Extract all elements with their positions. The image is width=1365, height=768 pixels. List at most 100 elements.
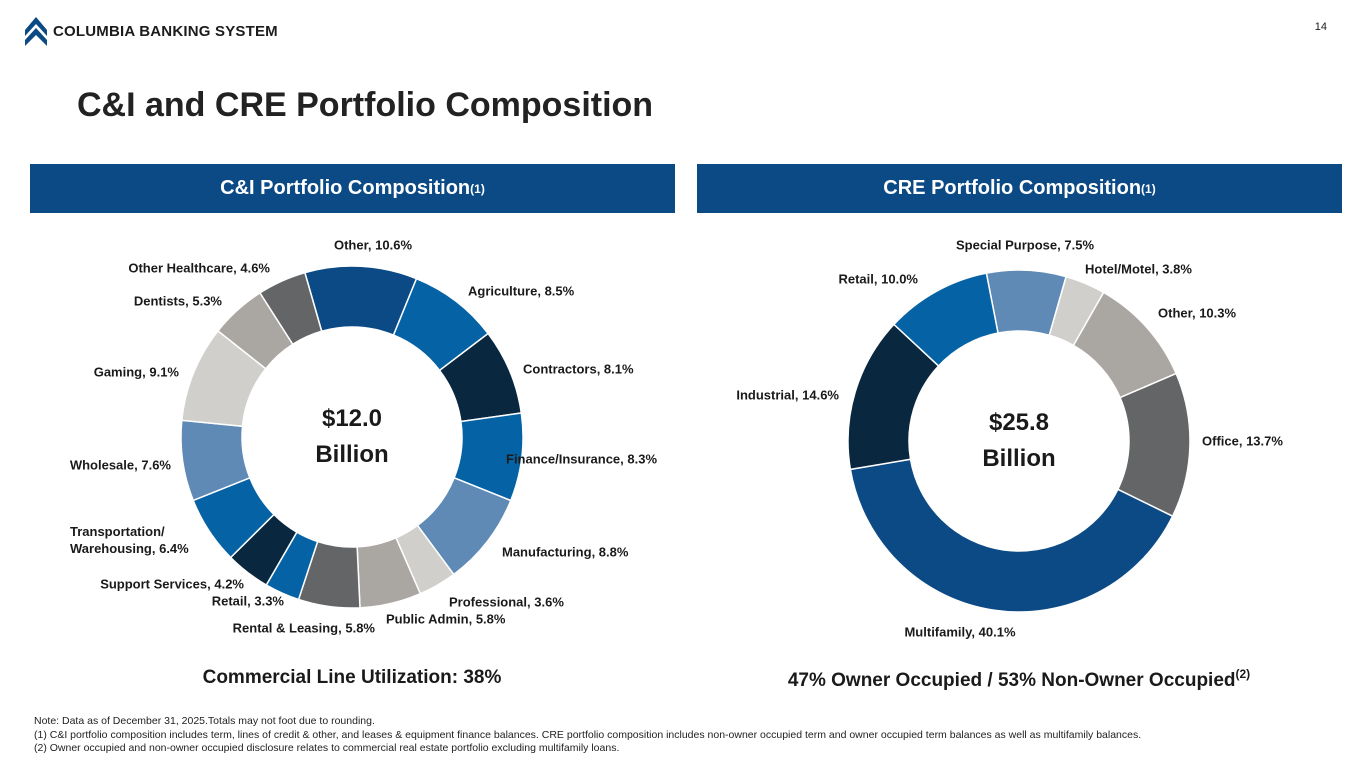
segment-value: 5.3%: [192, 293, 222, 309]
segment-category: Retail: [838, 271, 874, 287]
segment-value: 9.1%: [149, 364, 179, 380]
segment-separator: [1239, 434, 1246, 449]
section-header: CRE Portfolio Composition (1): [697, 164, 1342, 213]
segment-label: Finance/Insurance 8.3%: [506, 451, 657, 468]
donut-segment: [849, 458, 1174, 613]
segment-category: Wholesale: [69, 457, 135, 473]
segment-label: Support Services 4.2%: [100, 576, 244, 593]
segment-label: Office 13.7%: [1202, 433, 1283, 450]
logo-icon: [25, 17, 47, 46]
segment-separator: [592, 545, 599, 560]
segment-label: Other Healthcare 4.6%: [128, 260, 270, 277]
caption: Commercial Line Utilization: 38%: [203, 667, 502, 689]
segment-separator: [207, 577, 214, 592]
segment-category: Other Healthcare: [128, 260, 234, 276]
segment-value: 10.0%: [881, 271, 918, 287]
donut-segment: [258, 271, 323, 346]
segment-category: Industrial: [736, 387, 795, 403]
caption: 47% Owner Occupied / 53% Non-Owner Occup…: [788, 667, 1250, 692]
segment-label: Hotel/Motel 3.8%: [1085, 261, 1192, 278]
segment-label: Wholesale 7.6%: [70, 457, 171, 474]
segment-separator: [142, 365, 149, 380]
segment-value: 5.8%: [475, 611, 506, 627]
segment-value: 8.5%: [544, 283, 575, 299]
segment-separator: [134, 458, 141, 473]
segment-value: 3.8%: [1162, 261, 1192, 277]
segment-category: Hotel/Motel: [1085, 261, 1156, 277]
caption-text: Commercial Line Utilization: 38%: [202, 667, 502, 688]
segment-label: Retail 10.0%: [838, 271, 918, 288]
segment-category: Manufacturing: [502, 544, 592, 560]
header-note: (1): [470, 181, 485, 196]
footnote: Note: Data as of December 31, 2025.Total…: [34, 715, 375, 727]
segment-category: Contractors: [523, 361, 597, 377]
footnote: (2) Owner occupied and non-owner occupie…: [34, 742, 620, 754]
segment-category: Finance/Insurance: [506, 451, 621, 467]
segment-value: 6.4%: [159, 541, 189, 556]
segment-separator: [1155, 262, 1162, 277]
segment-label: Professional 3.6%: [449, 594, 564, 611]
segment-label: Transportation/ Warehousing6.4%: [70, 523, 210, 557]
segment-category: Multifamily: [904, 624, 972, 640]
segment-value: 4.2%: [214, 576, 244, 592]
segment-category: Agriculture: [468, 283, 538, 299]
segment-label: Other 10.6%: [334, 237, 412, 254]
center-label: $12.0 Billion: [315, 405, 389, 468]
segment-separator: [233, 261, 240, 276]
segment-category: Transportation/ Warehousing: [70, 524, 165, 556]
segment-category: Professional: [449, 594, 528, 610]
segment-separator: [1192, 306, 1199, 321]
caption-note: (2): [1235, 667, 1251, 681]
footnote: (1) C&I portfolio composition includes t…: [34, 728, 1142, 741]
segment-separator: [795, 388, 802, 403]
segment-value: 7.6%: [141, 457, 171, 473]
segment-separator: [620, 452, 627, 467]
segment-separator: [185, 294, 192, 309]
segment-value: 8.8%: [598, 544, 629, 560]
segment-category: Special Purpose: [955, 237, 1058, 253]
segment-category: Office: [1202, 433, 1239, 449]
segment-label: Agriculture 8.5%: [468, 283, 574, 300]
segment-value: 10.3%: [1199, 305, 1237, 321]
segment-separator: [527, 595, 534, 610]
segment-label: Contractors 8.1%: [523, 361, 634, 378]
segment-separator: [247, 594, 254, 609]
header-note: (1): [1141, 181, 1156, 196]
segment-value: 4.6%: [240, 260, 270, 276]
segment-value: 7.5%: [1064, 237, 1095, 253]
segment-category: Dentists: [133, 293, 186, 309]
header-text: C&I Portfolio Composition: [220, 177, 471, 199]
segment-label: Other 10.3%: [1158, 305, 1236, 322]
segment-value: 8.1%: [603, 361, 634, 377]
section-header: C&I Portfolio Composition (1): [30, 164, 675, 213]
segment-separator: [597, 362, 604, 377]
slide-title: C&I and CRE Portfolio Composition: [77, 86, 654, 124]
segment-label: Special Purpose 7.5%: [956, 237, 1094, 254]
caption-text: 47% Owner Occupied / 53% Non-Owner Occup…: [787, 670, 1236, 691]
segment-separator: [537, 284, 544, 299]
header-text: CRE Portfolio Composition: [883, 177, 1142, 199]
segment-category: Public Admin: [386, 611, 469, 627]
segment-category: Support Services: [100, 576, 208, 592]
segment-category: Gaming: [93, 364, 143, 380]
segment-separator: [1057, 238, 1064, 253]
segment-value: 3.6%: [534, 594, 564, 610]
donut-segment: [892, 272, 999, 368]
segment-label: Public Admin 5.8%: [386, 611, 505, 628]
segment-separator: [338, 621, 345, 636]
segment-value: 5.8%: [345, 620, 375, 636]
segment-value: 13.7%: [1246, 433, 1283, 449]
center-label: $25.8 Billion: [982, 409, 1056, 472]
segment-label: Dentists 5.3%: [134, 293, 222, 310]
segment-separator: [152, 541, 159, 556]
footnotes: Note: Data as of December 31, 2025.Total…: [34, 715, 1141, 756]
segment-value: 10.6%: [375, 237, 413, 253]
segment-category: Rental & Leasing: [232, 620, 339, 636]
segment-label: Manufacturing 8.8%: [502, 544, 628, 561]
segment-category: Other: [1158, 305, 1192, 321]
segment-value: 3.3%: [254, 593, 284, 609]
segment-label: Retail 3.3%: [212, 593, 284, 610]
segment-label: Gaming 9.1%: [94, 364, 179, 381]
